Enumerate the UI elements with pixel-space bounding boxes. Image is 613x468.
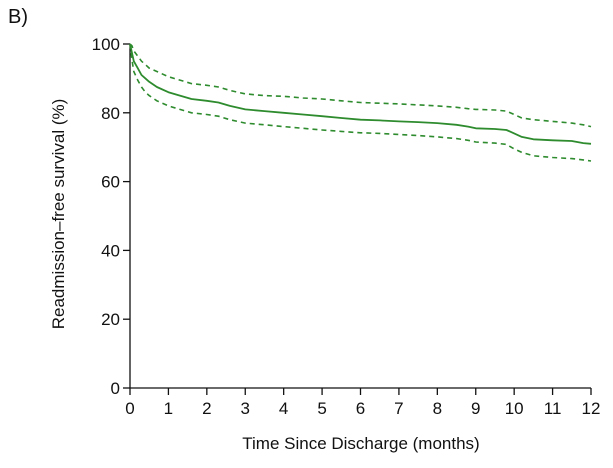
x-tick-label: 12	[582, 399, 601, 418]
series-layer	[129, 43, 592, 162]
x-axis-title: Time Since Discharge (months)	[242, 434, 479, 453]
x-tick-label: 5	[317, 399, 326, 418]
y-tick-label: 20	[101, 310, 120, 329]
x-tick-label: 10	[505, 399, 524, 418]
estimate-line	[129, 43, 592, 145]
x-tick-label: 0	[125, 399, 134, 418]
x-tick-label: 8	[433, 399, 442, 418]
y-tick-label: 100	[92, 35, 120, 54]
y-tick-label: 0	[111, 379, 120, 398]
x-tick-label: 7	[394, 399, 403, 418]
x-tick-label: 9	[471, 399, 480, 418]
x-tick-label: 4	[279, 399, 288, 418]
x-tick-label: 1	[164, 399, 173, 418]
y-tick-label: 80	[101, 104, 120, 123]
x-tick-label: 11	[544, 399, 562, 418]
x-tick-label: 6	[356, 399, 365, 418]
lower-ci-line	[129, 43, 592, 162]
upper-ci-line	[129, 43, 592, 128]
panel-label: B)	[8, 6, 28, 28]
y-tick-label: 60	[101, 173, 120, 192]
y-axis-title: Readmission–free survival (%)	[49, 99, 68, 330]
y-tick-label: 40	[101, 241, 120, 260]
x-tick-label: 2	[202, 399, 211, 418]
x-tick-label: 3	[241, 399, 250, 418]
